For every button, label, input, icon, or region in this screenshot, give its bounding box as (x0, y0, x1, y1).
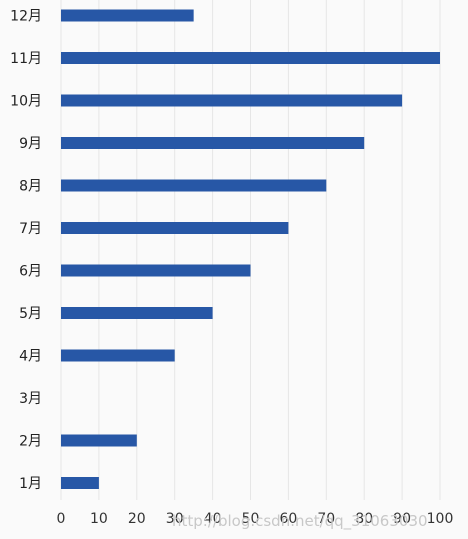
category-label-5: 5月 (19, 306, 42, 322)
category-label-3: 3月 (19, 391, 42, 407)
category-labels: 1月 2月 3月 4月 5月 6月 7月 8月 9月 10月 11月 12月 (10, 9, 42, 493)
grid (60, 0, 441, 500)
bar-4 (61, 349, 175, 362)
x-tick-label-60: 60 (279, 511, 297, 527)
x-tick-label-20: 20 (128, 511, 146, 527)
bars (61, 9, 440, 489)
category-label-4: 4月 (19, 349, 42, 365)
bar-11 (61, 52, 440, 64)
bar-9 (61, 137, 365, 149)
bar-2 (61, 434, 137, 447)
x-tick-label-40: 40 (204, 511, 222, 527)
x-tick-label-30: 30 (166, 511, 184, 527)
bar-6 (61, 264, 251, 277)
x-tick-label-0: 0 (57, 511, 66, 527)
bar-12 (61, 9, 194, 22)
category-label-11: 11月 (10, 51, 42, 67)
x-tick-label-90: 90 (393, 511, 411, 527)
category-label-6: 6月 (19, 264, 42, 280)
watermark: http://blog.csdn.net/qq_31063030 (172, 512, 428, 531)
bar-1 (61, 477, 99, 489)
category-label-9: 9月 (19, 136, 42, 152)
bar-10 (61, 94, 403, 107)
x-tick-label-10: 10 (90, 511, 108, 527)
x-tick-label-50: 50 (242, 511, 260, 527)
category-label-7: 7月 (19, 221, 42, 237)
category-label-10: 10月 (10, 94, 42, 110)
category-label-1: 1月 (19, 476, 42, 492)
category-label-8: 8月 (19, 179, 42, 195)
x-tick-label-70: 70 (317, 511, 335, 527)
x-axis-ticks: 0 10 20 30 40 50 60 70 80 90 100 (57, 511, 454, 527)
bar-5 (61, 307, 213, 319)
category-label-12: 12月 (10, 9, 42, 25)
category-label-2: 2月 (19, 434, 42, 450)
bar-7 (61, 222, 289, 234)
x-tick-label-100: 100 (427, 511, 454, 527)
bar-8 (61, 179, 327, 192)
x-tick-label-80: 80 (355, 511, 373, 527)
